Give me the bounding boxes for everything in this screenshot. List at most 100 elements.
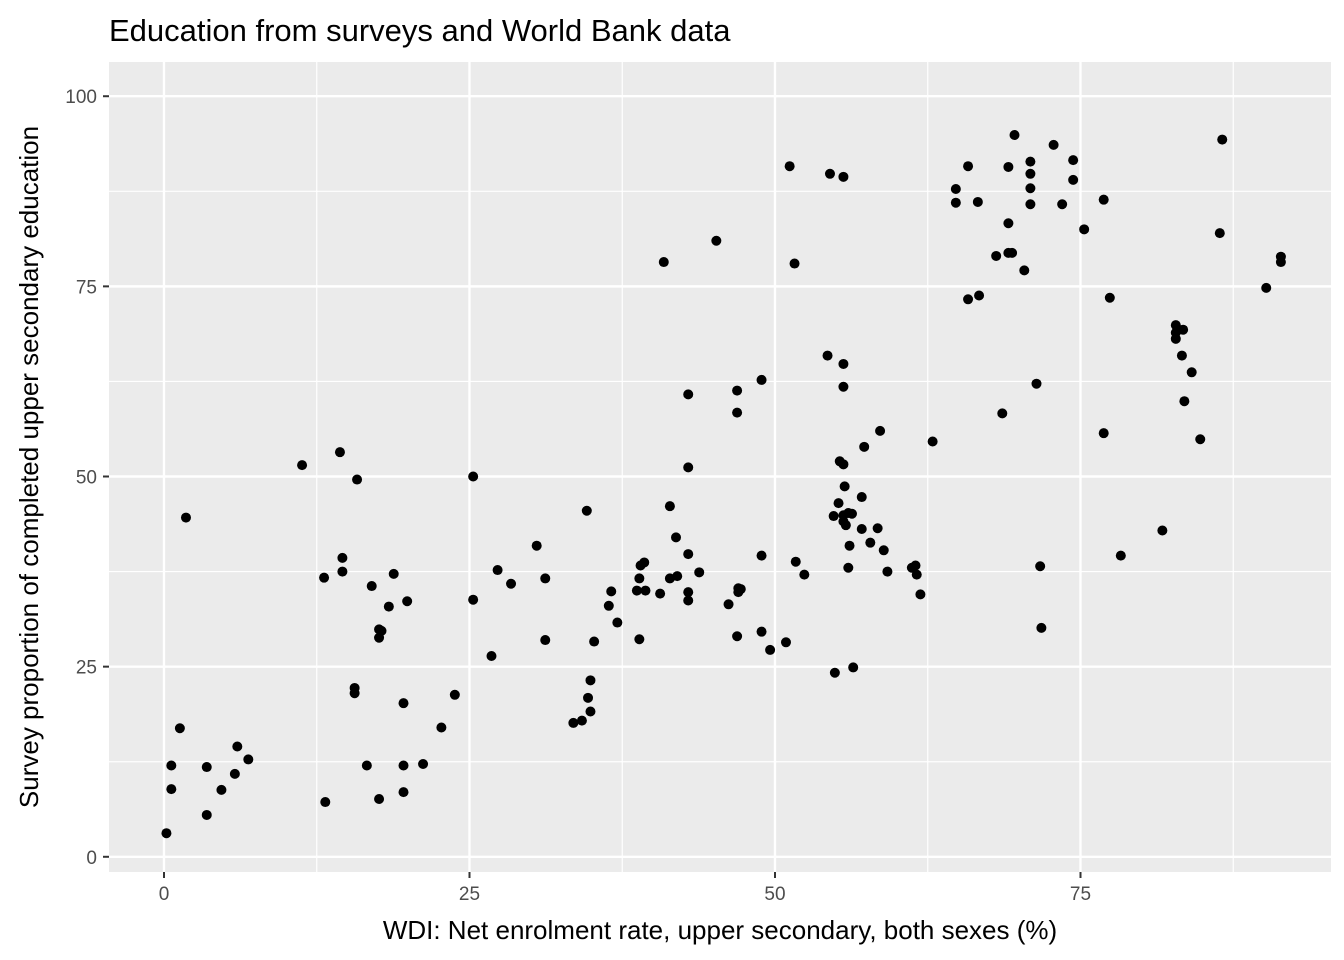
data-point [349, 682, 360, 693]
data-point [540, 573, 551, 584]
data-point [402, 596, 413, 607]
data-point [765, 644, 776, 655]
data-point [468, 594, 479, 605]
data-point [1025, 183, 1036, 194]
data-point [1261, 282, 1272, 293]
data-point [1098, 428, 1109, 439]
data-point [1170, 320, 1181, 331]
data-point [398, 698, 409, 709]
data-point [927, 436, 938, 447]
y-axis-ticks: 0 25 50 75 100 [65, 87, 109, 869]
data-point [882, 566, 893, 577]
data-point [612, 617, 623, 628]
data-point [486, 651, 497, 661]
data-point [911, 569, 922, 580]
data-point [963, 294, 974, 305]
data-point [1048, 139, 1059, 150]
data-point [352, 474, 363, 485]
y-tick-label: 75 [76, 277, 97, 298]
data-point [180, 512, 191, 523]
y-tick-label: 50 [76, 468, 97, 489]
data-point [694, 567, 705, 578]
data-point [838, 358, 849, 369]
data-point [655, 588, 666, 599]
data-point [683, 389, 694, 400]
data-point [658, 257, 669, 268]
data-point [243, 754, 254, 765]
y-axis-title: Survey proportion of completed upper sec… [14, 126, 44, 808]
data-point [319, 572, 330, 583]
data-point [1079, 224, 1090, 235]
data-point [581, 505, 592, 516]
y-tick-label: 100 [65, 87, 97, 108]
data-point [1007, 247, 1018, 258]
data-point [1170, 333, 1181, 344]
data-point [418, 759, 429, 769]
data-point [374, 793, 385, 804]
data-point [1035, 561, 1046, 572]
data-point [1217, 134, 1228, 145]
data-point [732, 407, 743, 418]
data-point [1057, 199, 1068, 210]
data-point [640, 585, 651, 596]
data-point [585, 706, 596, 717]
data-point [822, 350, 833, 361]
x-axis-ticks: 0 25 50 75 [159, 872, 1091, 905]
data-point [950, 184, 961, 195]
data-point [838, 171, 849, 182]
data-point [1068, 174, 1079, 185]
data-point [756, 374, 767, 385]
data-point [1036, 622, 1047, 633]
grid-minor [109, 62, 1331, 872]
y-tick-label: 0 [86, 848, 97, 869]
data-point [376, 625, 387, 636]
data-point [723, 599, 734, 610]
data-point [1025, 199, 1036, 210]
data-point [634, 634, 645, 645]
data-point [531, 540, 542, 551]
data-point [856, 492, 867, 503]
data-point [872, 523, 883, 534]
data-point [732, 631, 743, 642]
data-point [756, 550, 767, 561]
data-point [576, 715, 587, 726]
data-point [1031, 378, 1042, 389]
data-point [732, 385, 743, 396]
data-point [589, 636, 600, 647]
x-tick-label: 0 [159, 884, 170, 905]
data-point [833, 498, 844, 509]
data-point [468, 471, 479, 482]
data-point [361, 760, 372, 771]
data-point [174, 723, 185, 734]
data-point [875, 425, 886, 436]
data-point [878, 545, 889, 556]
data-point [216, 784, 227, 795]
data-point [585, 675, 596, 686]
data-point [972, 196, 983, 207]
data-point [683, 595, 694, 606]
chart-title: Education from surveys and World Bank da… [109, 13, 731, 48]
data-point [166, 760, 177, 771]
data-point [337, 552, 348, 563]
data-point [1115, 550, 1126, 561]
data-point [756, 626, 767, 637]
data-point [1176, 350, 1187, 361]
data-point [915, 589, 926, 600]
data-point [838, 381, 849, 392]
data-points [161, 130, 1286, 839]
data-point [603, 600, 614, 611]
data-point [1025, 168, 1036, 179]
data-point [828, 511, 839, 522]
data-point [383, 601, 394, 612]
y-tick-label: 25 [76, 658, 97, 679]
data-point [398, 787, 409, 798]
data-point [320, 797, 331, 808]
x-tick-label: 25 [459, 884, 480, 905]
data-point [334, 447, 345, 458]
data-point [398, 760, 409, 771]
data-point [784, 161, 795, 172]
data-point [824, 168, 835, 179]
data-point [839, 481, 850, 492]
data-point [846, 508, 857, 519]
